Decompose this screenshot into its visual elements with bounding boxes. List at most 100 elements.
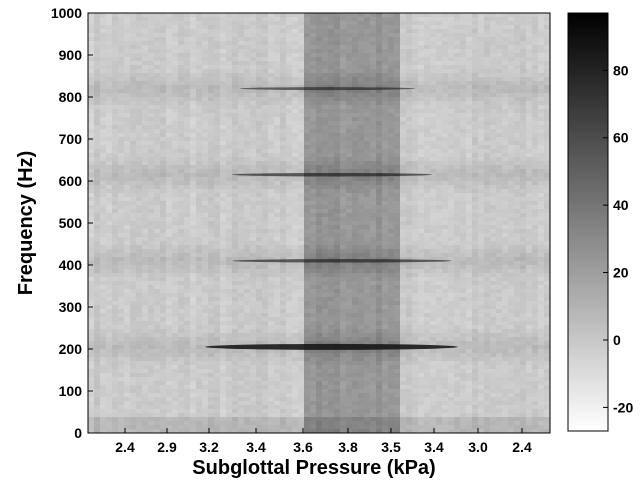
spectrogram-cell — [322, 321, 329, 326]
spectrogram-cell — [142, 21, 149, 26]
spectrogram-cell — [316, 405, 323, 410]
spectrogram-cell — [316, 377, 323, 382]
spectrogram-cell — [232, 301, 239, 306]
spectrogram-cell — [136, 133, 143, 138]
spectrogram-cell — [220, 153, 227, 158]
spectrogram-cell — [238, 165, 245, 170]
spectrogram-cell — [202, 341, 209, 346]
spectrogram-cell — [358, 205, 365, 210]
spectrogram-cell — [334, 241, 341, 246]
spectrogram-cell — [142, 413, 149, 418]
spectrogram-cell — [178, 109, 185, 114]
spectrogram-cell — [346, 105, 353, 110]
spectrogram-cell — [94, 221, 101, 226]
spectrogram-cell — [364, 217, 371, 222]
spectrogram-cell — [208, 217, 215, 222]
spectrogram-cell — [130, 93, 137, 98]
spectrogram-cell — [232, 361, 239, 366]
spectrogram-cell — [334, 209, 341, 214]
spectrogram-cell — [178, 37, 185, 42]
spectrogram-cell — [184, 213, 191, 218]
spectrogram-cell — [172, 173, 179, 178]
spectrogram-cell — [262, 217, 269, 222]
spectrogram-cell — [298, 161, 305, 166]
spectrogram-cell — [340, 349, 347, 354]
spectrogram-cell — [340, 165, 347, 170]
spectrogram-cell — [316, 169, 323, 174]
spectrogram-cell — [226, 229, 233, 234]
spectrogram-cell — [196, 417, 203, 422]
spectrogram-cell — [352, 237, 359, 242]
spectrogram-cell — [340, 89, 347, 94]
spectrogram-cell — [286, 293, 293, 298]
spectrogram-cell — [328, 13, 335, 18]
spectrogram-cell — [118, 85, 125, 90]
spectrogram-cell — [232, 121, 239, 126]
spectrogram-cell — [346, 137, 353, 142]
spectrogram-cell — [178, 85, 185, 90]
spectrogram-cell — [208, 177, 215, 182]
spectrogram-cell — [256, 197, 263, 202]
spectrogram-cell — [118, 409, 125, 414]
spectrogram-cell — [226, 53, 233, 58]
spectrogram-cell — [340, 37, 347, 42]
spectrogram-cell — [166, 301, 173, 306]
spectrogram-cell — [172, 105, 179, 110]
spectrogram-cell — [190, 153, 197, 158]
spectrogram-cell — [274, 109, 281, 114]
spectrogram-cell — [250, 113, 257, 118]
spectrogram-cell — [94, 305, 101, 310]
spectrogram-cell — [160, 257, 167, 262]
spectrogram-cell — [148, 37, 155, 42]
spectrogram-cell — [238, 189, 245, 194]
spectrogram-cell — [310, 217, 317, 222]
spectrogram-cell — [148, 25, 155, 30]
spectrogram-cell — [148, 133, 155, 138]
spectrogram-cell — [208, 81, 215, 86]
spectrogram-cell — [106, 385, 113, 390]
spectrogram-cell — [244, 205, 251, 210]
spectrogram-cell — [280, 269, 287, 274]
spectrogram-cell — [334, 221, 341, 226]
spectrogram-cell — [160, 269, 167, 274]
spectrogram-cell — [166, 49, 173, 54]
spectrogram-cell — [268, 141, 275, 146]
spectrogram-cell — [106, 425, 113, 430]
spectrogram-cell — [94, 361, 101, 366]
spectrogram-cell — [130, 133, 137, 138]
spectrogram-cell — [112, 225, 119, 230]
spectrogram-cell — [142, 365, 149, 370]
spectrogram-cell — [214, 369, 221, 374]
spectrogram-cell — [136, 29, 143, 34]
spectrogram-cell — [238, 209, 245, 214]
spectrogram-cell — [172, 421, 179, 426]
spectrogram-cell — [262, 177, 269, 182]
spectrogram-cell — [190, 77, 197, 82]
spectrogram-cell — [172, 229, 179, 234]
spectrogram-cell — [364, 33, 371, 38]
spectrogram-cell — [298, 13, 305, 18]
spectrogram-cell — [166, 229, 173, 234]
spectrogram-cell — [112, 45, 119, 50]
spectrogram-cell — [352, 81, 359, 86]
spectrogram-cell — [196, 297, 203, 302]
spectrogram-cell — [310, 317, 317, 322]
spectrogram-cell — [352, 189, 359, 194]
spectrogram-cell — [202, 137, 209, 142]
spectrogram-cell — [94, 245, 101, 250]
spectrogram-cell — [328, 313, 335, 318]
spectrogram-cell — [88, 49, 95, 54]
spectrogram-cell — [328, 41, 335, 46]
spectrogram-cell — [280, 369, 287, 374]
spectrogram-cell — [244, 117, 251, 122]
spectrogram-cell — [358, 221, 365, 226]
spectrogram-cell — [154, 177, 161, 182]
spectrogram-cell — [250, 237, 257, 242]
spectrogram-cell — [286, 157, 293, 162]
spectrogram-cell — [352, 89, 359, 94]
spectrogram-cell — [298, 65, 305, 70]
spectrogram-cell — [352, 93, 359, 98]
spectrogram-cell — [196, 129, 203, 134]
spectrogram-cell — [358, 381, 365, 386]
spectrogram-cell — [310, 77, 317, 82]
